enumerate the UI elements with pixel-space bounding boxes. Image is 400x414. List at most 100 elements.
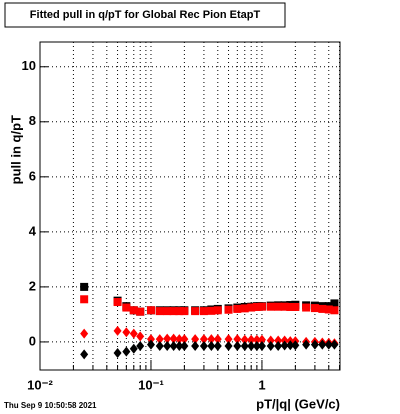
point	[180, 341, 189, 352]
point	[191, 341, 200, 352]
point	[274, 302, 283, 311]
point	[247, 303, 256, 312]
chart-title: Fitted pull in q/pT for Global Rec Pion …	[30, 9, 261, 21]
y-tick-label: 8	[29, 113, 36, 128]
point	[213, 341, 222, 352]
point	[199, 341, 208, 352]
point	[169, 341, 178, 352]
point	[291, 340, 300, 351]
point	[213, 334, 222, 345]
point	[155, 341, 164, 352]
point	[247, 341, 256, 352]
point	[122, 346, 131, 357]
point	[213, 306, 222, 315]
point	[240, 334, 249, 345]
point	[180, 307, 189, 316]
point	[136, 331, 145, 342]
point	[80, 328, 89, 339]
point	[291, 302, 300, 311]
point	[257, 334, 266, 345]
point	[252, 334, 261, 345]
point	[199, 334, 208, 345]
point	[207, 341, 216, 352]
point	[169, 333, 178, 344]
point	[302, 339, 311, 350]
point	[302, 303, 311, 312]
point	[330, 339, 339, 350]
point	[257, 341, 266, 352]
point	[280, 340, 289, 351]
point	[240, 341, 249, 352]
point	[310, 339, 319, 350]
point	[330, 306, 339, 315]
point	[280, 302, 289, 311]
point	[286, 302, 295, 311]
y-tick-label: 0	[29, 333, 36, 348]
title-box	[4, 2, 286, 28]
point	[274, 341, 283, 352]
point	[129, 328, 138, 339]
y-tick-label: 2	[29, 278, 36, 293]
point	[146, 306, 155, 315]
point	[169, 307, 178, 316]
point	[207, 334, 216, 345]
point	[80, 349, 89, 360]
point	[136, 341, 145, 352]
point	[318, 339, 327, 350]
point	[113, 298, 122, 307]
point	[224, 305, 233, 314]
point	[233, 341, 242, 352]
point	[155, 334, 164, 345]
point	[224, 334, 233, 345]
y-tick-label: 10	[22, 58, 36, 73]
point	[257, 302, 266, 311]
point	[274, 335, 283, 346]
point	[286, 340, 295, 351]
point	[266, 335, 275, 346]
point	[324, 339, 333, 350]
point	[146, 339, 155, 350]
point	[191, 334, 200, 345]
point	[122, 303, 131, 312]
point	[252, 341, 261, 352]
point	[80, 295, 89, 304]
point	[163, 333, 172, 344]
timestamp: Thu Sep 9 10:50:58 2021	[4, 401, 97, 410]
point	[155, 307, 164, 316]
point	[113, 325, 122, 336]
point	[224, 341, 233, 352]
x-tick-label: 1	[258, 377, 265, 392]
point	[136, 307, 145, 316]
point	[324, 305, 333, 314]
point	[122, 327, 131, 338]
point	[199, 307, 208, 316]
point	[207, 306, 216, 315]
point	[80, 282, 89, 291]
point	[113, 347, 122, 358]
x-tick-label: 10⁻²	[27, 377, 53, 392]
point	[129, 343, 138, 354]
point	[233, 334, 242, 345]
x-axis-label: pT/|q| (GeV/c)	[256, 396, 340, 411]
point	[163, 307, 172, 316]
y-tick-label: 4	[29, 223, 37, 238]
point	[175, 307, 184, 316]
point	[247, 334, 256, 345]
point	[191, 307, 200, 316]
point	[129, 306, 138, 315]
point	[266, 341, 275, 352]
point	[175, 334, 184, 345]
point	[163, 341, 172, 352]
point	[252, 302, 261, 311]
point	[180, 334, 189, 345]
x-tick-label: 10⁻¹	[138, 377, 164, 392]
point	[146, 334, 155, 345]
point	[266, 302, 275, 311]
point	[175, 341, 184, 352]
y-axis-label: pull in q/pT	[8, 115, 23, 184]
y-tick-label: 6	[29, 168, 36, 183]
point	[330, 299, 339, 308]
point	[310, 304, 319, 313]
point	[318, 304, 327, 313]
